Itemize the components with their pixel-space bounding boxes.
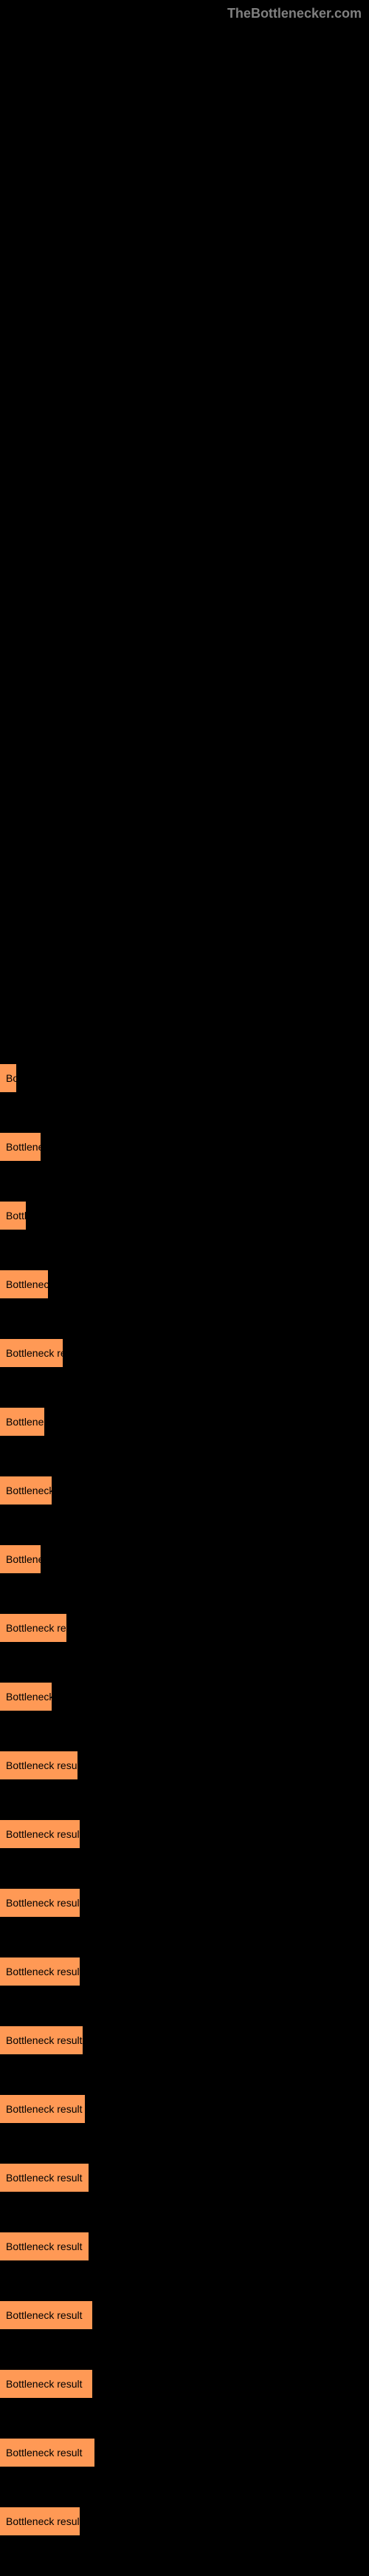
bar-row: Bottl xyxy=(0,1202,369,1233)
bar-row: Bottleneck xyxy=(0,1683,369,1714)
bar-row: Bottleneck result xyxy=(0,2507,369,2539)
chart-bar: Bottleneck result xyxy=(0,1751,77,1779)
chart-bar: Bottleneck xyxy=(0,1476,52,1505)
chart-bar: Bottleneck result xyxy=(0,1889,80,1917)
chart-bar: Bottleneck result xyxy=(0,2164,89,2192)
bar-row: Bottleneck re xyxy=(0,1339,369,1371)
bar-row: Bottlene xyxy=(0,1545,369,1577)
spacer xyxy=(0,0,369,1064)
bar-row: Bottleneck result xyxy=(0,2370,369,2402)
bar-row: Bottleneck res xyxy=(0,1614,369,1646)
chart-bar: Bottl xyxy=(0,1202,26,1230)
chart-bar: Bottleneck res xyxy=(0,1614,66,1642)
chart-bar: Bo xyxy=(0,1064,16,1092)
bar-chart: Bo Bottlene Bottl Bottleneck Bottleneck re Bo… xyxy=(0,1064,369,2539)
chart-bar: Bottleneck re xyxy=(0,1339,63,1367)
bar-row: Bottleneck result xyxy=(0,1957,369,1989)
bar-row: Bottleneck result xyxy=(0,2095,369,2127)
bar-row: Bottleneck result xyxy=(0,2026,369,2058)
chart-bar: Bottleneck result xyxy=(0,2507,80,2535)
bar-row: Bo xyxy=(0,1064,369,1096)
bar-row: Bottleneck xyxy=(0,1270,369,1302)
chart-bar: Bottleneck result xyxy=(0,2026,83,2054)
bar-row: Bottleneck result xyxy=(0,1889,369,1921)
bar-row: Bottleneck result xyxy=(0,2164,369,2195)
chart-bar: Bottleneck xyxy=(0,1683,52,1711)
bar-row: Bottleneck result xyxy=(0,2232,369,2264)
chart-bar: Bottleneck xyxy=(0,1270,48,1298)
chart-bar: Bottleneck result xyxy=(0,2301,92,2329)
chart-bar: Bottlene xyxy=(0,1545,41,1573)
chart-bar: Bottleneck result xyxy=(0,2095,85,2123)
bar-row: Bottlenec xyxy=(0,1408,369,1439)
chart-bar: Bottlenec xyxy=(0,1408,44,1436)
chart-bar: Bottleneck result xyxy=(0,1957,80,1986)
bar-row: Bottleneck result xyxy=(0,1751,369,1783)
bar-row: Bottleneck xyxy=(0,1476,369,1508)
chart-bar: Bottleneck result xyxy=(0,2370,92,2398)
bar-row: Bottleneck result xyxy=(0,2439,369,2470)
bar-row: Bottlene xyxy=(0,1133,369,1165)
bar-row: Bottleneck result xyxy=(0,2301,369,2333)
chart-bar: Bottleneck result xyxy=(0,2439,94,2467)
watermark-text: TheBottlenecker.com xyxy=(227,6,362,21)
chart-bar: Bottlene xyxy=(0,1133,41,1161)
bar-row: Bottleneck result xyxy=(0,1820,369,1852)
chart-bar: Bottleneck result xyxy=(0,2232,89,2260)
chart-bar: Bottleneck result xyxy=(0,1820,80,1848)
